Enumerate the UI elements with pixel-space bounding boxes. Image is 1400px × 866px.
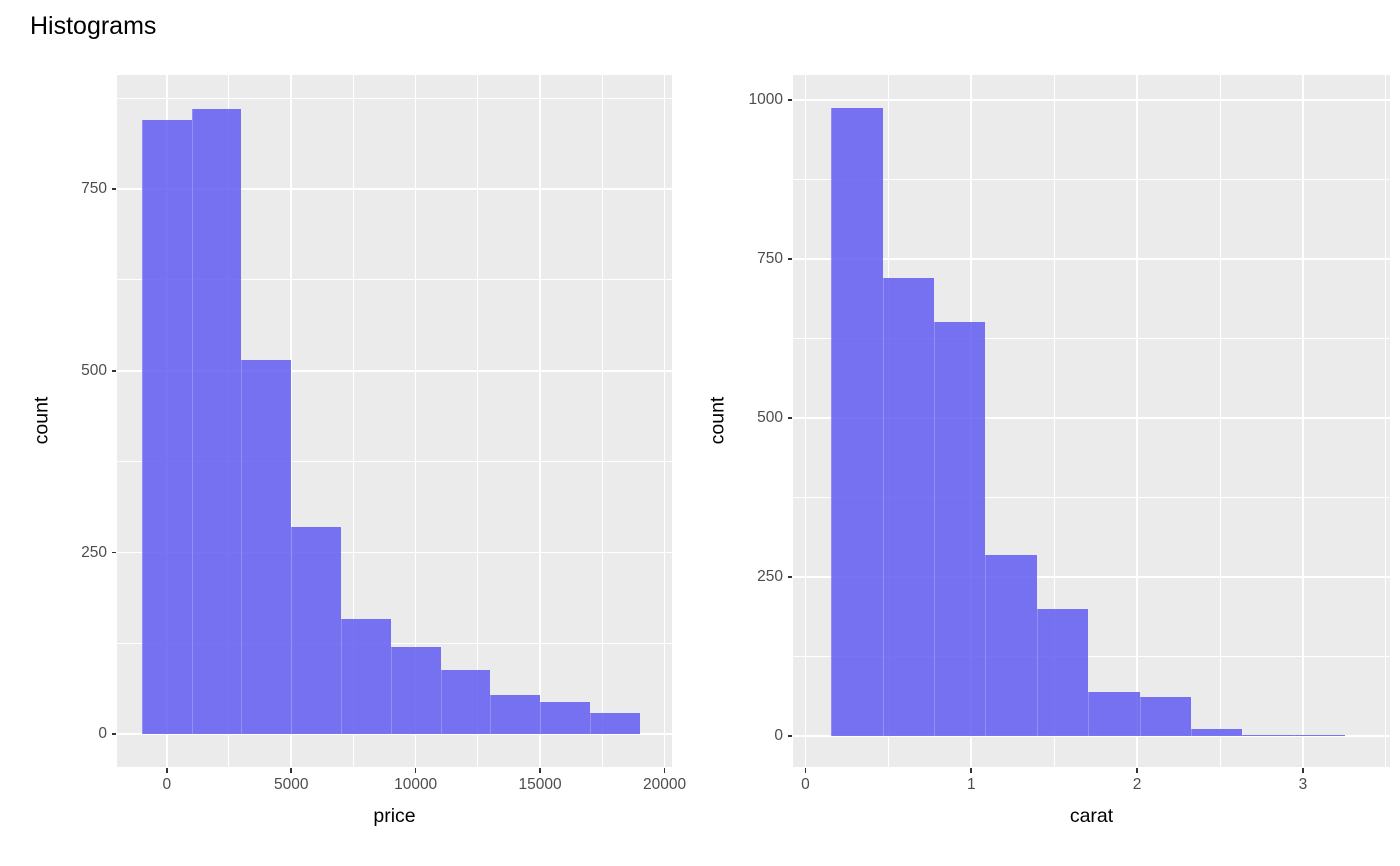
x-tick-mark [539, 768, 541, 773]
minor-gridline-y [793, 496, 1390, 498]
major-gridline-x [290, 75, 293, 767]
y-axis-title: count [30, 396, 53, 445]
histogram-bar [390, 647, 441, 735]
major-gridline-x [1302, 75, 1304, 767]
x-tick-label: 15000 [518, 776, 562, 793]
major-gridline-x [414, 75, 417, 767]
x-tick-label: 0 [801, 776, 810, 793]
histogram-bar [882, 277, 934, 736]
histogram-bar [1191, 728, 1243, 736]
y-tick-mark [111, 551, 116, 554]
x-tick-mark [414, 768, 417, 773]
histogram-bar [589, 713, 640, 735]
x-tick-label: 5000 [273, 776, 309, 793]
x-tick-label: 10000 [394, 776, 438, 793]
minor-gridline-y [793, 178, 1390, 180]
y-tick-label: 0 [98, 725, 107, 743]
minor-gridline-y [793, 337, 1390, 339]
histogram-bar [241, 359, 292, 735]
x-tick-mark [290, 768, 292, 773]
major-gridline-y [793, 416, 1390, 419]
y-tick-label: 250 [81, 543, 107, 561]
y-axis-title: count [706, 396, 729, 445]
x-tick-label: 0 [162, 776, 172, 793]
y-tick-mark [787, 99, 792, 101]
minor-gridline-y [117, 642, 672, 644]
histogram-bar [985, 554, 1037, 736]
major-gridline-y [117, 188, 672, 190]
y-tick-mark [787, 735, 792, 737]
histogram-bar [490, 695, 541, 735]
y-tick-mark [787, 258, 792, 260]
plot-panel [793, 75, 1390, 767]
major-gridline-x [804, 75, 807, 767]
minor-gridline-x [1385, 75, 1387, 767]
minor-gridline-y [117, 461, 672, 463]
x-tick-mark [165, 768, 168, 773]
minor-gridline-x [1053, 75, 1055, 767]
histogram-bar [1293, 735, 1346, 737]
major-gridline-y [117, 551, 672, 554]
y-tick-label: 1000 [748, 90, 783, 108]
x-tick-label: 20000 [642, 776, 687, 793]
histogram-bar [540, 701, 590, 735]
minor-gridline-y [117, 97, 672, 99]
major-gridline-y [793, 575, 1390, 578]
histogram-bar [340, 619, 391, 735]
histogram-bar [1088, 691, 1140, 736]
major-gridline-y [793, 257, 1390, 260]
x-tick-mark [663, 768, 666, 773]
histogram-bar [440, 670, 491, 735]
major-gridline-y [117, 369, 672, 372]
y-tick-label: 750 [81, 180, 107, 198]
histogram-bar [191, 109, 242, 735]
major-gridline-x [663, 75, 666, 767]
x-tick-label: 1 [966, 776, 976, 793]
figure-title: Histograms [30, 12, 157, 40]
y-tick-mark [111, 370, 116, 372]
y-tick-mark [111, 188, 116, 190]
histogram-bar [1139, 697, 1191, 736]
x-axis-title: price [373, 805, 416, 827]
plot-panel [117, 75, 672, 767]
x-axis-title: carat [1069, 805, 1114, 827]
x-tick-label: 3 [1298, 776, 1308, 793]
minor-gridline-y [793, 655, 1390, 657]
histogram-bar [831, 108, 883, 736]
y-tick-label: 500 [757, 408, 783, 426]
minor-gridline-x [477, 75, 479, 767]
x-tick-mark [1136, 768, 1138, 773]
y-tick-label: 250 [757, 567, 783, 585]
y-tick-label: 500 [81, 361, 107, 379]
histogram-bar [141, 120, 192, 735]
y-tick-label: 0 [774, 726, 783, 744]
x-tick-mark [804, 768, 807, 773]
minor-gridline-x [352, 75, 354, 767]
x-tick-label: 2 [1132, 776, 1142, 793]
x-tick-mark [970, 768, 973, 773]
y-tick-mark [787, 576, 792, 578]
histogram-bar [1242, 734, 1294, 736]
major-gridline-y [793, 98, 1390, 101]
y-tick-label: 750 [757, 249, 783, 267]
histogram-bar [291, 527, 341, 735]
major-gridline-y [117, 733, 672, 736]
x-tick-mark [1302, 768, 1304, 773]
major-gridline-y [793, 734, 1390, 737]
minor-gridline-y [117, 279, 672, 281]
minor-gridline-x [1219, 75, 1221, 767]
minor-gridline-x [601, 75, 603, 767]
major-gridline-x [1136, 75, 1138, 767]
major-gridline-x [539, 75, 541, 767]
histogram-bar [1036, 608, 1089, 736]
y-tick-mark [111, 733, 116, 736]
histogram-bar [933, 321, 986, 736]
y-tick-mark [787, 417, 792, 419]
